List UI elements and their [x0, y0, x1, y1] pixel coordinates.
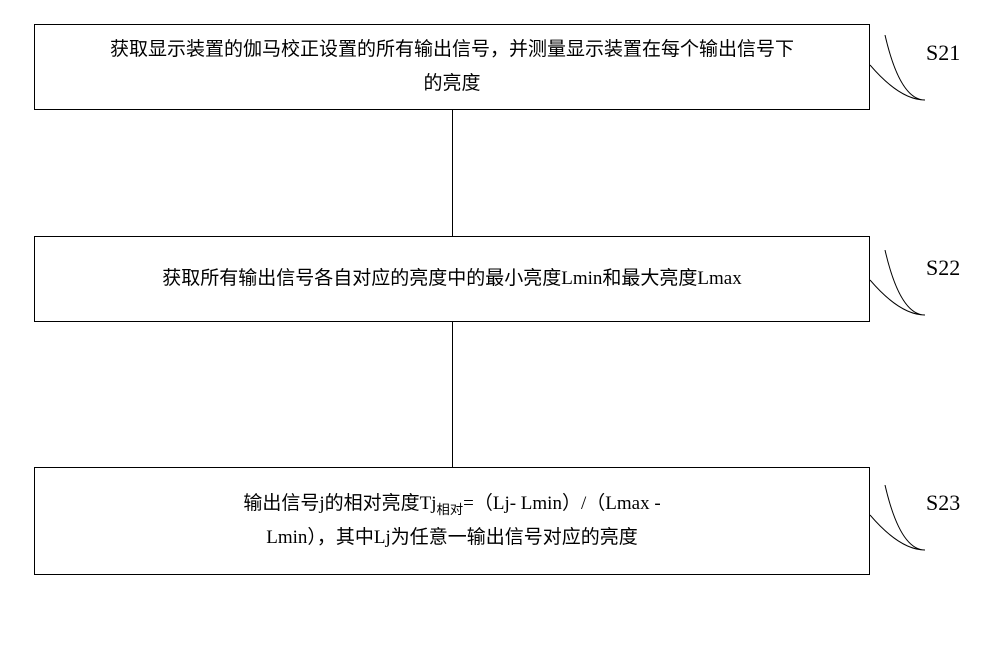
step-1-line1: 获取显示装置的伽马校正设置的所有输出信号，并测量显示装置在每个输出信号下 [110, 39, 794, 60]
connector-1-2 [452, 110, 453, 236]
step-label-2: S22 [926, 255, 960, 281]
step-text-2: 获取所有输出信号各自对应的亮度中的最小亮度Lmin和最大亮度Lmax [162, 262, 741, 296]
connector-2-3 [452, 322, 453, 467]
step-label-1: S21 [926, 40, 960, 66]
callout-2 [870, 250, 930, 320]
flowchart-container: 获取显示装置的伽马校正设置的所有输出信号，并测量显示装置在每个输出信号下 的亮度… [0, 0, 1000, 648]
step-3-line2: Lmin），其中Lj为任意一输出信号对应的亮度 [266, 527, 638, 548]
step-text-1: 获取显示装置的伽马校正设置的所有输出信号，并测量显示装置在每个输出信号下 的亮度 [110, 33, 794, 101]
step-1-line2: 的亮度 [423, 73, 480, 94]
step-text-3: 输出信号j的相对亮度Tj相对=（Lj- Lmin）/（Lmax - Lmin），… [243, 487, 660, 556]
step-box-3: 输出信号j的相对亮度Tj相对=（Lj- Lmin）/（Lmax - Lmin），… [34, 467, 870, 575]
step-3-line1-pre: 输出信号j的相对亮度Tj [243, 493, 436, 514]
step-3-sub: 相对 [437, 501, 464, 516]
step-box-2: 获取所有输出信号各自对应的亮度中的最小亮度Lmin和最大亮度Lmax [34, 236, 870, 322]
step-label-3: S23 [926, 490, 960, 516]
step-3-line1-post: =（Lj- Lmin）/（Lmax - [463, 493, 661, 514]
callout-1 [870, 35, 930, 105]
callout-3 [870, 485, 930, 555]
step-box-1: 获取显示装置的伽马校正设置的所有输出信号，并测量显示装置在每个输出信号下 的亮度 [34, 24, 870, 110]
